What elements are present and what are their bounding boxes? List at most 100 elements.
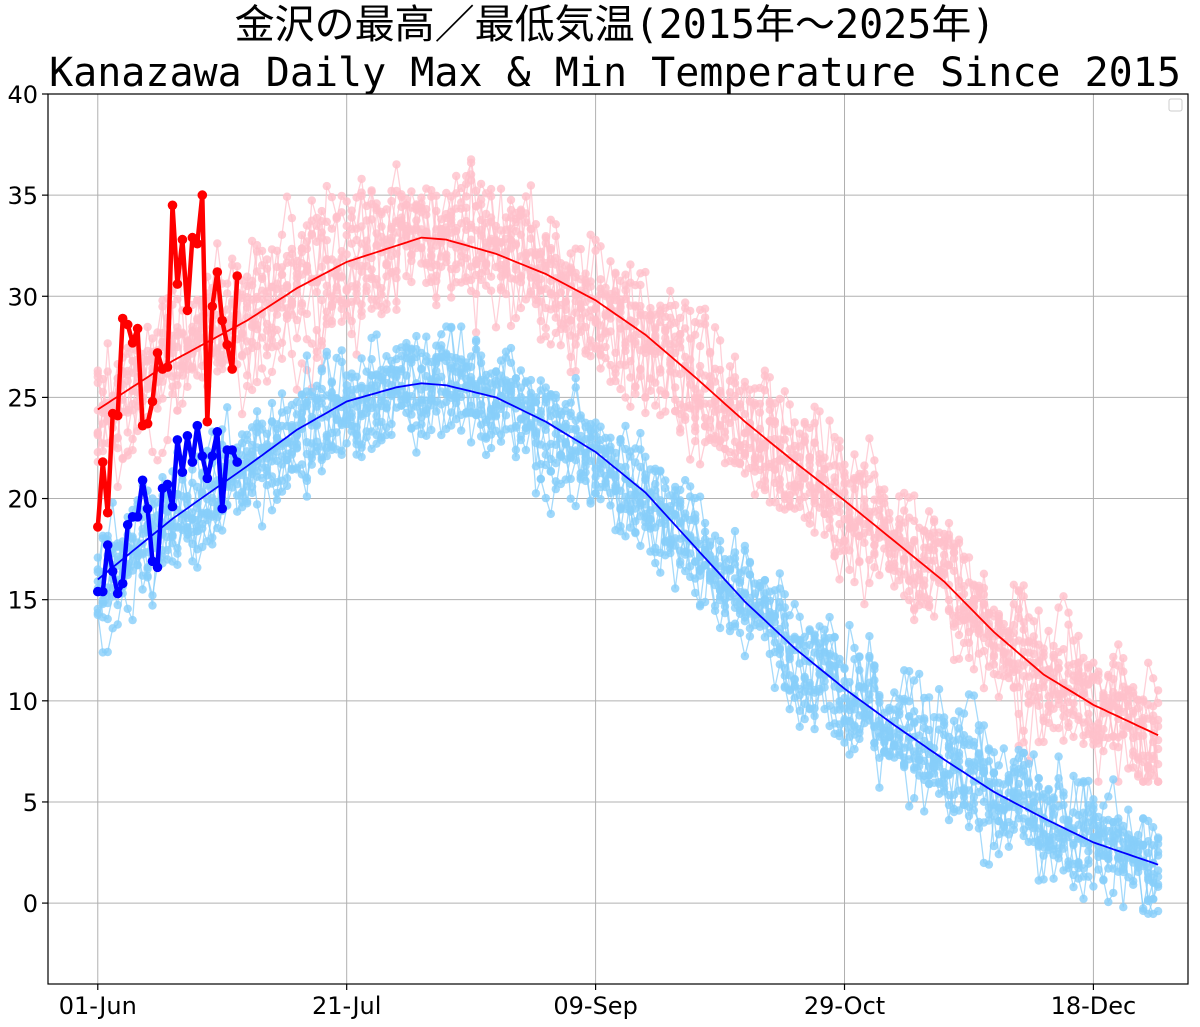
historical-max-point [770, 478, 779, 488]
x-tick-label: 18-Dec [1051, 992, 1137, 1020]
historical-max-point [113, 482, 122, 492]
historical-min-point [218, 526, 227, 535]
historical-max-point [342, 197, 351, 206]
historical-min-point [959, 740, 969, 750]
historical-min-point [312, 421, 321, 430]
historical-min-point [457, 426, 466, 435]
historical-min-point [277, 487, 287, 496]
historical-min-point [173, 523, 182, 532]
historical-min-point [1059, 800, 1068, 810]
historical-max-point [755, 383, 765, 393]
historical-min-point [427, 378, 436, 387]
y-tick-label: 20 [7, 486, 38, 514]
historical-min-point [596, 495, 605, 504]
historical-max-point [780, 387, 789, 396]
historical-min-point [830, 682, 839, 691]
historical-min-point [476, 432, 486, 441]
historical-min-point [785, 671, 794, 680]
historical-max-point [327, 224, 336, 233]
historical-min-point [745, 632, 755, 641]
historical-min-point [681, 509, 690, 518]
historical-min-point [939, 768, 949, 777]
historical-max-point [855, 515, 864, 524]
historical-max-point [974, 626, 984, 636]
historical-min-point [546, 466, 555, 476]
historical-max-point [501, 289, 511, 299]
historical-max-point [417, 199, 426, 208]
historical-max-point [422, 260, 431, 269]
historical-min-point [715, 545, 725, 555]
current-max-point [197, 190, 208, 200]
historical-min-point [148, 601, 157, 610]
historical-min-point [775, 649, 784, 659]
historical-max-point [237, 409, 247, 419]
historical-min-point [740, 607, 750, 616]
historical-min-point [526, 375, 536, 385]
historical-max-point [775, 394, 784, 404]
historical-max-point [760, 366, 770, 375]
historical-max-point [870, 456, 879, 465]
historical-min-point [1009, 757, 1018, 767]
historical-min-point [775, 598, 784, 607]
historical-min-point [740, 541, 750, 551]
historical-min-point [1084, 776, 1093, 786]
historical-max-point [646, 303, 655, 313]
historical-max-point [1029, 663, 1038, 672]
historical-min-point [422, 332, 431, 341]
historical-min-point [491, 399, 501, 408]
historical-min-point [586, 499, 595, 508]
historical-min-point [457, 322, 466, 331]
historical-max-point [561, 271, 570, 280]
historical-max-point [277, 230, 287, 239]
historical-max-point [999, 648, 1008, 657]
historical-min-point [387, 430, 396, 440]
historical-min-point [915, 755, 924, 765]
historical-max-point [367, 186, 376, 195]
historical-min-point [954, 756, 964, 766]
historical-min-point [949, 716, 959, 726]
historical-max-point [840, 536, 849, 545]
historical-max-point [322, 313, 331, 323]
historical-min-point [830, 706, 839, 715]
historical-min-point [924, 693, 934, 702]
historical-max-point [885, 515, 894, 524]
historical-min-point [571, 383, 580, 392]
historical-min-point [705, 551, 715, 560]
historical-max-point [910, 604, 919, 613]
historical-min-point [486, 412, 496, 421]
historical-max-point [695, 460, 705, 469]
historical-max-point [929, 571, 939, 580]
historical-min-point [691, 539, 700, 549]
historical-min-point [686, 482, 695, 491]
historical-max-point [850, 450, 859, 459]
historical-max-point [835, 507, 844, 517]
historical-min-point [885, 751, 894, 760]
historical-min-point [277, 421, 287, 431]
historical-min-point [895, 694, 904, 703]
historical-min-point [1019, 831, 1028, 841]
historical-max-point [1149, 771, 1158, 780]
historical-min-point [262, 429, 272, 438]
historical-min-point [516, 431, 526, 441]
historical-min-point [830, 633, 839, 642]
current-min-point [182, 431, 193, 441]
historical-min-point [850, 655, 859, 664]
historical-max-point [357, 174, 366, 184]
historical-max-point [486, 184, 496, 194]
historical-max-point [272, 310, 282, 319]
historical-max-point [481, 261, 491, 270]
historical-max-point [616, 308, 625, 317]
historical-max-point [437, 224, 446, 234]
historical-max-point [681, 298, 690, 307]
current-min-point [162, 479, 173, 490]
current-min-point [132, 512, 143, 522]
historical-min-point [362, 433, 371, 442]
grid [48, 93, 1188, 984]
historical-max-point [700, 399, 710, 408]
historical-max-point [267, 245, 277, 254]
historical-min-point [402, 392, 411, 401]
historical-min-point [452, 394, 461, 403]
historical-min-point [282, 474, 292, 483]
historical-min-point [885, 703, 894, 713]
historical-min-point [1124, 805, 1133, 814]
